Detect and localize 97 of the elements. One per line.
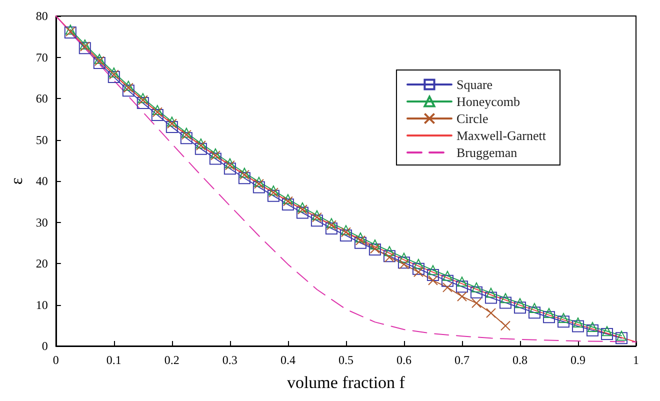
y-tick-label: 40 [36,174,48,188]
point [354,236,366,249]
x-tick-label: 0.6 [396,353,412,367]
point [268,185,278,196]
point [514,302,526,314]
point [166,120,178,133]
point [500,293,510,304]
point [486,308,496,318]
y-tick-label: 60 [36,92,48,106]
point [572,317,583,328]
y-tick-label: 10 [36,298,48,312]
point [572,320,584,332]
point [586,324,598,336]
point [600,328,613,340]
point [528,306,540,319]
point [267,190,280,202]
x-axis-title: volume fraction f [286,373,406,392]
point [122,84,134,97]
point [544,308,554,318]
x-tick-label: 0.9 [570,353,586,367]
point [428,275,438,286]
x-tick-label: 0.1 [106,353,122,367]
point [442,270,452,281]
y-axis-title: ε [7,177,26,185]
x-tick-label: 0.4 [280,353,296,367]
point [282,198,294,211]
point [456,292,467,302]
y-tick-label: 0 [42,339,48,353]
y-tick-label: 80 [36,9,48,23]
x-tick-label: 0.7 [454,353,470,367]
point [180,132,192,144]
x-tick-label: 0.2 [164,353,180,367]
point [442,282,452,292]
point [616,330,626,341]
point [542,311,555,324]
point [355,235,366,246]
point [587,322,598,332]
point [310,214,323,227]
point [108,71,120,84]
point [484,292,497,304]
legend-label: Circle [456,111,488,126]
point [340,229,352,242]
y-tick-label: 30 [36,215,48,230]
point [196,138,206,148]
point [370,240,380,250]
point [529,303,540,314]
legend-label: Honeycomb [456,94,520,109]
x-tick-label: 1 [633,353,639,367]
point [413,258,424,269]
point [196,140,206,151]
point [355,232,366,243]
point [398,252,409,263]
point [93,57,106,70]
point [398,256,410,269]
point [499,296,512,309]
x-tick-label: 0.3 [222,353,238,367]
point [194,142,207,155]
y-tick-label: 50 [36,132,48,147]
point [456,280,468,293]
point [602,326,612,336]
point [252,181,265,194]
point [80,39,90,50]
x-tick-label: 0.8 [512,353,528,367]
point [486,288,496,298]
y-tick-label: 20 [36,256,48,270]
point [557,316,570,328]
y-tick-label: 70 [36,50,48,64]
point [413,267,424,278]
point [471,298,482,308]
point [615,332,628,344]
point [80,42,90,52]
point [441,274,454,287]
point [558,312,568,323]
legend-label: Bruggeman [456,145,518,160]
point [268,188,278,198]
point [296,206,308,219]
point [398,259,409,270]
legend-label: Maxwell-Garnett [456,128,546,143]
point [136,97,149,110]
point [224,162,236,175]
point [456,276,467,287]
legend-label: Square [456,77,493,92]
point [428,265,438,276]
x-tick-label: 0.5 [338,353,354,367]
point [514,298,525,308]
point [470,286,482,298]
point [325,222,338,234]
x-tick-label: 0 [52,353,59,367]
point [384,246,394,256]
point [500,320,510,331]
point [209,152,222,165]
point [238,172,250,184]
point [426,269,439,282]
point [78,42,91,54]
point [471,282,482,292]
point [412,262,424,275]
point [151,109,164,121]
